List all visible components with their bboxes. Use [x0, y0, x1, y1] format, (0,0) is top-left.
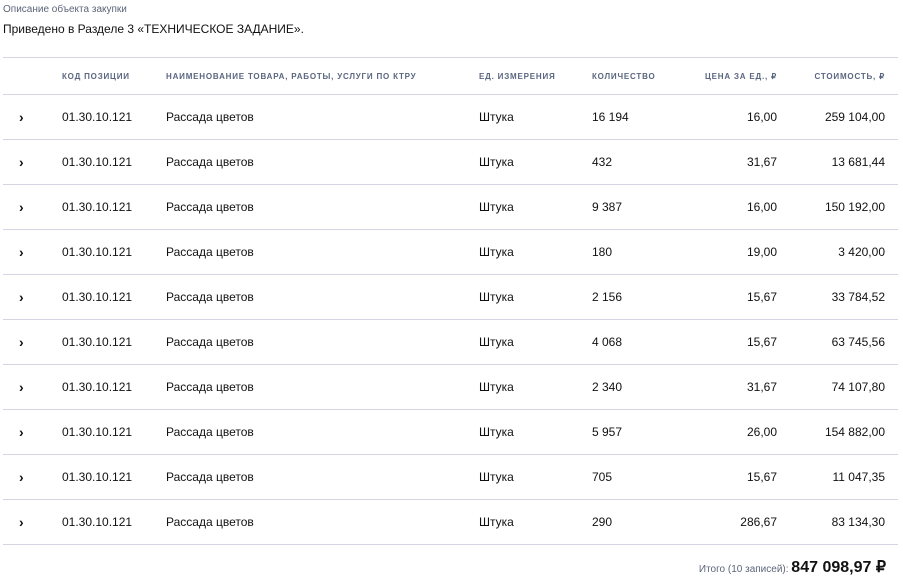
- cell-qty: 5 957: [592, 409, 692, 455]
- items-table: КОД ПОЗИЦИИ НАИМЕНОВАНИЕ ТОВАРА, РАБОТЫ,…: [3, 57, 898, 545]
- cell-cost: 3 420,00: [777, 229, 898, 275]
- table-row[interactable]: › 01.30.10.121 Рассада цветов Штука 4 06…: [3, 319, 898, 365]
- table-row[interactable]: › 01.30.10.121 Рассада цветов Штука 432 …: [3, 139, 898, 185]
- cell-price: 286,67: [692, 499, 777, 545]
- cell-qty: 4 068: [592, 319, 692, 365]
- cell-qty: 9 387: [592, 184, 692, 230]
- cell-unit: Штука: [479, 94, 592, 140]
- cell-name: Рассада цветов: [166, 229, 479, 275]
- cell-name: Рассада цветов: [166, 499, 479, 545]
- cell-cost: 33 784,52: [777, 274, 898, 320]
- cell-qty: 290: [592, 499, 692, 545]
- chevron-right-icon[interactable]: ›: [3, 139, 62, 185]
- cell-cost: 74 107,80: [777, 364, 898, 410]
- cell-code: 01.30.10.121: [62, 454, 166, 500]
- cell-cost: 150 192,00: [777, 184, 898, 230]
- cell-qty: 705: [592, 454, 692, 500]
- total-label: Итого (10 записей):: [698, 564, 789, 575]
- cell-qty: 2 156: [592, 274, 692, 320]
- cell-qty: 432: [592, 139, 692, 185]
- cell-cost: 83 134,30: [777, 499, 898, 545]
- table-row[interactable]: › 01.30.10.121 Рассада цветов Штука 16 1…: [3, 94, 898, 140]
- cell-cost: 11 047,35: [777, 454, 898, 500]
- table-header: КОД ПОЗИЦИИ НАИМЕНОВАНИЕ ТОВАРА, РАБОТЫ,…: [3, 57, 898, 95]
- section-caption: Описание объекта закупки: [3, 4, 127, 15]
- header-unit: ЕД. ИЗМЕРЕНИЯ: [479, 57, 592, 95]
- cell-code: 01.30.10.121: [62, 139, 166, 185]
- cell-unit: Штука: [479, 454, 592, 500]
- cell-name: Рассада цветов: [166, 139, 479, 185]
- cell-unit: Штука: [479, 499, 592, 545]
- chevron-right-icon[interactable]: ›: [3, 184, 62, 230]
- cell-name: Рассада цветов: [166, 94, 479, 140]
- header-cost: СТОИМОСТЬ, ₽: [777, 57, 898, 95]
- header-price: ЦЕНА ЗА ЕД., ₽: [692, 57, 777, 95]
- cell-name: Рассада цветов: [166, 454, 479, 500]
- table-row[interactable]: › 01.30.10.121 Рассада цветов Штука 5 95…: [3, 409, 898, 455]
- header-name: НАИМЕНОВАНИЕ ТОВАРА, РАБОТЫ, УСЛУГИ ПО К…: [166, 57, 479, 95]
- table-row[interactable]: › 01.30.10.121 Рассада цветов Штука 180 …: [3, 229, 898, 275]
- cell-qty: 16 194: [592, 94, 692, 140]
- cell-code: 01.30.10.121: [62, 499, 166, 545]
- cell-price: 16,00: [692, 94, 777, 140]
- chevron-right-icon[interactable]: ›: [3, 364, 62, 410]
- cell-unit: Штука: [479, 364, 592, 410]
- cell-name: Рассада цветов: [166, 184, 479, 230]
- cell-name: Рассада цветов: [166, 409, 479, 455]
- table-row[interactable]: › 01.30.10.121 Рассада цветов Штука 290 …: [3, 499, 898, 545]
- cell-cost: 13 681,44: [777, 139, 898, 185]
- chevron-right-icon[interactable]: ›: [3, 409, 62, 455]
- cell-code: 01.30.10.121: [62, 274, 166, 320]
- cell-unit: Штука: [479, 184, 592, 230]
- chevron-right-icon[interactable]: ›: [3, 274, 62, 320]
- cell-code: 01.30.10.121: [62, 184, 166, 230]
- cell-price: 31,67: [692, 364, 777, 410]
- cell-price: 16,00: [692, 184, 777, 230]
- cell-unit: Штука: [479, 229, 592, 275]
- table-row[interactable]: › 01.30.10.121 Рассада цветов Штука 2 34…: [3, 364, 898, 410]
- header-qty: КОЛИЧЕСТВО: [592, 57, 692, 95]
- total-value: 847 098,97 ₽: [791, 559, 886, 576]
- chevron-right-icon[interactable]: ›: [3, 454, 62, 500]
- header-code: КОД ПОЗИЦИИ: [62, 57, 166, 95]
- total: Итого (10 записей): 847 098,97 ₽: [699, 557, 886, 577]
- table-row[interactable]: › 01.30.10.121 Рассада цветов Штука 705 …: [3, 454, 898, 500]
- expand-header: [3, 57, 62, 95]
- cell-price: 19,00: [692, 229, 777, 275]
- cell-cost: 63 745,56: [777, 319, 898, 365]
- cell-name: Рассада цветов: [166, 274, 479, 320]
- cell-code: 01.30.10.121: [62, 364, 166, 410]
- cell-price: 15,67: [692, 454, 777, 500]
- cell-unit: Штука: [479, 319, 592, 365]
- cell-cost: 259 104,00: [777, 94, 898, 140]
- cell-name: Рассада цветов: [166, 364, 479, 410]
- cell-unit: Штука: [479, 139, 592, 185]
- cell-cost: 154 882,00: [777, 409, 898, 455]
- cell-unit: Штука: [479, 409, 592, 455]
- cell-price: 31,67: [692, 139, 777, 185]
- cell-code: 01.30.10.121: [62, 319, 166, 365]
- cell-price: 15,67: [692, 319, 777, 365]
- chevron-right-icon[interactable]: ›: [3, 499, 62, 545]
- cell-unit: Штука: [479, 274, 592, 320]
- cell-price: 15,67: [692, 274, 777, 320]
- cell-price: 26,00: [692, 409, 777, 455]
- cell-qty: 2 340: [592, 364, 692, 410]
- cell-code: 01.30.10.121: [62, 409, 166, 455]
- cell-qty: 180: [592, 229, 692, 275]
- table-row[interactable]: › 01.30.10.121 Рассада цветов Штука 2 15…: [3, 274, 898, 320]
- cell-code: 01.30.10.121: [62, 94, 166, 140]
- table-row[interactable]: › 01.30.10.121 Рассада цветов Штука 9 38…: [3, 184, 898, 230]
- chevron-right-icon[interactable]: ›: [3, 319, 62, 365]
- chevron-right-icon[interactable]: ›: [3, 229, 62, 275]
- cell-code: 01.30.10.121: [62, 229, 166, 275]
- section-description: Приведено в Разделе 3 «ТЕХНИЧЕСКОЕ ЗАДАН…: [3, 22, 304, 36]
- chevron-right-icon[interactable]: ›: [3, 94, 62, 140]
- cell-name: Рассада цветов: [166, 319, 479, 365]
